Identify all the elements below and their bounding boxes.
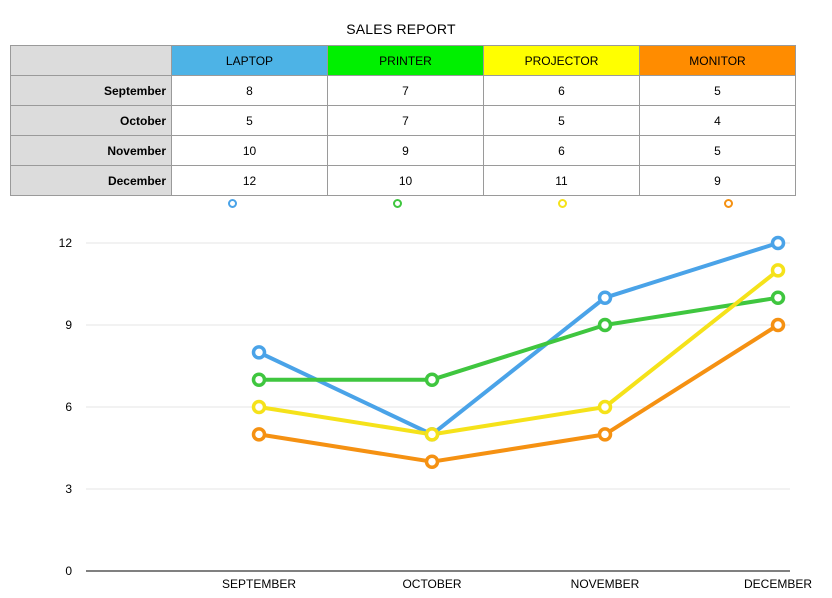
data-point-projector <box>251 399 267 415</box>
legend-marker-projector <box>558 199 567 208</box>
sales-data-table: LAPTOP PRINTER PROJECTOR MONITOR Septemb… <box>10 45 796 196</box>
table-cell: 4 <box>639 105 796 136</box>
y-tick-label: 6 <box>65 400 72 414</box>
data-point-printer <box>770 290 786 305</box>
x-tick-label: SEPTEMBER <box>222 577 296 591</box>
table-cell: 6 <box>483 135 640 166</box>
table-cell: 10 <box>327 165 484 196</box>
data-point-laptop <box>251 345 267 360</box>
data-point-monitor <box>251 427 267 442</box>
table-cell: 9 <box>639 165 796 196</box>
table-row: October 5 7 5 4 <box>10 105 796 136</box>
data-point-monitor <box>770 317 786 333</box>
table-cell: 12 <box>171 165 328 196</box>
table-header-row: LAPTOP PRINTER PROJECTOR MONITOR <box>10 45 796 76</box>
row-header-september: September <box>10 75 172 106</box>
data-point-laptop <box>770 235 786 251</box>
data-point-projector <box>597 399 613 415</box>
table-row: September 8 7 6 5 <box>10 75 796 106</box>
series-line-printer <box>257 295 780 382</box>
column-header-projector: PROJECTOR <box>483 45 640 76</box>
table-cell: 5 <box>639 75 796 106</box>
x-tick-label: OCTOBER <box>402 577 461 591</box>
legend-marker-printer <box>393 199 402 208</box>
table-row: December 12 10 11 9 <box>10 165 796 196</box>
column-header-monitor: MONITOR <box>639 45 796 76</box>
data-point-monitor <box>424 454 440 469</box>
table-cell: 5 <box>639 135 796 166</box>
row-header-november: November <box>10 135 172 166</box>
series-line-projector <box>257 268 780 437</box>
table-cell: 11 <box>483 165 640 196</box>
table-cell: 8 <box>171 75 328 106</box>
table-row: November 10 9 6 5 <box>10 135 796 166</box>
y-tick-label: 12 <box>59 236 73 250</box>
series-line-laptop <box>257 241 780 437</box>
row-header-december: December <box>10 165 172 196</box>
data-point-laptop <box>597 290 613 305</box>
data-point-printer <box>251 372 267 387</box>
y-tick-label: 0 <box>65 564 72 578</box>
data-point-printer <box>424 372 440 387</box>
y-tick-label: 9 <box>65 318 72 332</box>
table-cell: 5 <box>171 105 328 136</box>
legend-marker-laptop <box>228 199 237 208</box>
chart-title: SALES REPORT <box>346 21 456 37</box>
x-tick-label: DECEMBER <box>744 577 812 591</box>
row-header-october: October <box>10 105 172 136</box>
data-point-projector <box>770 263 786 278</box>
y-tick-label: 3 <box>65 482 72 496</box>
data-point-printer <box>597 317 613 333</box>
legend-marker-monitor <box>724 199 733 208</box>
data-point-projector <box>424 427 440 442</box>
x-tick-label: NOVEMBER <box>571 577 640 591</box>
series-line-monitor <box>257 323 780 464</box>
legend <box>0 199 832 209</box>
table-cell: 7 <box>327 105 484 136</box>
data-point-monitor <box>597 427 613 442</box>
table-cell: 10 <box>171 135 328 166</box>
